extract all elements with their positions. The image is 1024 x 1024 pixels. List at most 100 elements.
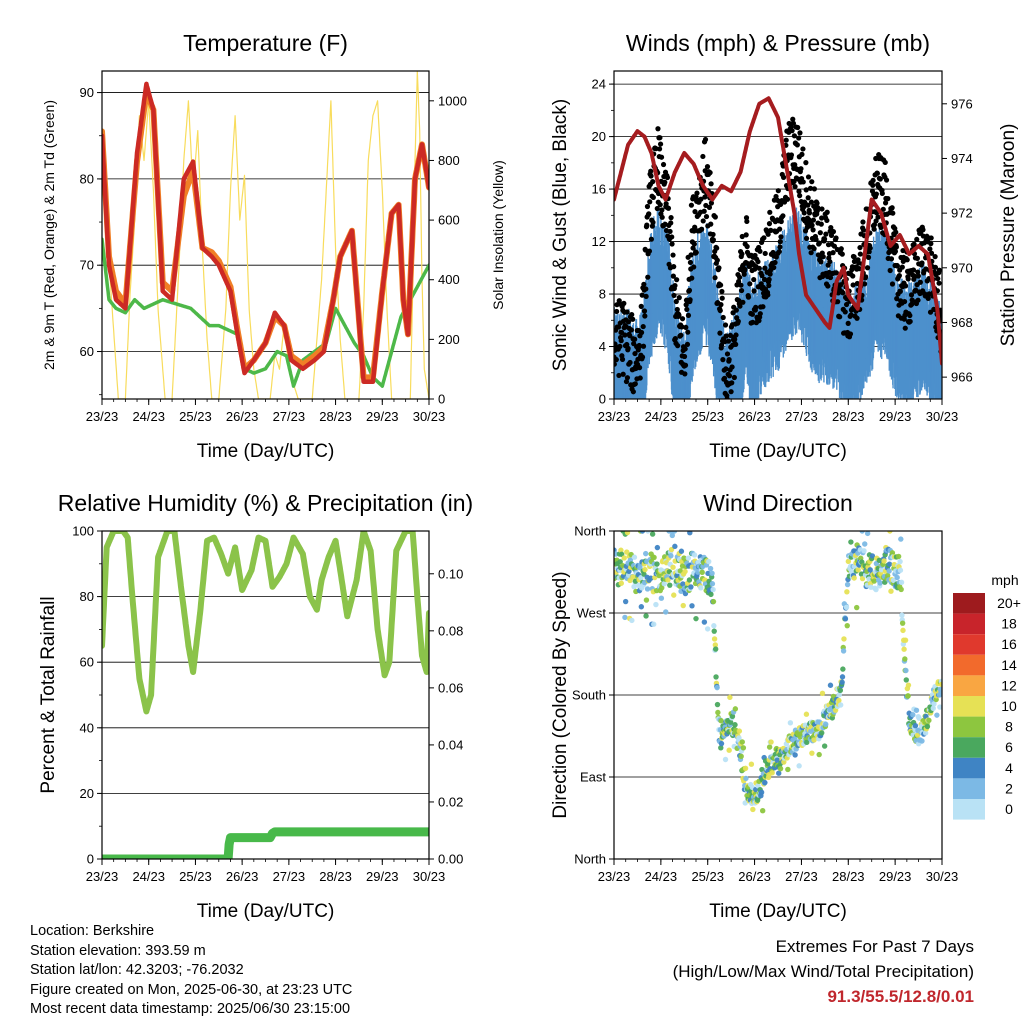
gust-point xyxy=(623,378,630,385)
x-tick-label: 23/23 xyxy=(86,869,119,884)
y2-tick-label: 974 xyxy=(951,151,973,166)
y2-tick-label: 0.06 xyxy=(438,680,463,695)
gust-point xyxy=(778,234,784,240)
x-tick-label: 23/23 xyxy=(86,409,119,424)
y2-tick-label: 968 xyxy=(951,315,973,330)
gust-point xyxy=(820,254,826,260)
gust-point xyxy=(719,295,725,301)
gust-point xyxy=(911,241,917,247)
gust-point xyxy=(747,281,753,287)
gust-point xyxy=(698,196,704,202)
gust-point xyxy=(614,308,620,315)
direction-point xyxy=(890,577,897,583)
station-info: Location: Berkshire Station elevation: 3… xyxy=(30,922,352,1020)
x-tick-label: 28/23 xyxy=(319,869,352,884)
plot-frame xyxy=(101,70,430,400)
gust-point xyxy=(819,206,825,212)
gust-point xyxy=(811,246,817,252)
gust-point xyxy=(718,302,724,308)
gust-point xyxy=(676,295,682,301)
gust-point xyxy=(645,274,651,280)
direction-point xyxy=(841,636,847,642)
direction-point xyxy=(686,577,693,583)
gust-point xyxy=(682,371,688,377)
direction-point xyxy=(671,592,677,598)
direction-point xyxy=(658,595,665,601)
gust-point xyxy=(745,294,752,300)
gust-point xyxy=(851,254,857,260)
y-tick-label: 70 xyxy=(80,258,94,273)
direction-point xyxy=(796,763,802,769)
gust-point xyxy=(710,237,716,243)
x-tick-label: 27/23 xyxy=(785,869,818,884)
direction-point xyxy=(670,564,676,570)
direction-point xyxy=(743,775,749,782)
gust-point xyxy=(803,160,809,166)
gust-point xyxy=(641,281,647,287)
gust-point xyxy=(735,318,741,324)
gust-point xyxy=(630,389,636,395)
gust-point xyxy=(674,306,680,313)
gust-point xyxy=(808,199,815,205)
direction-point xyxy=(871,578,877,584)
gust-point xyxy=(756,265,762,271)
series-humidity xyxy=(102,531,429,715)
gust-point xyxy=(857,244,863,251)
gust-point xyxy=(835,299,841,305)
gust-point xyxy=(784,196,791,202)
gust-point xyxy=(710,231,716,238)
direction-point xyxy=(816,751,822,758)
y-tick-label: North xyxy=(574,852,606,867)
direction-point xyxy=(759,766,765,773)
panel-title: Winds (mph) & Pressure (mb) xyxy=(626,30,930,56)
gust-point xyxy=(809,179,815,185)
legend-label: 18 xyxy=(1001,616,1017,632)
gust-point xyxy=(810,227,816,233)
gust-point xyxy=(818,259,824,265)
gust-point xyxy=(714,257,720,263)
plot-frame xyxy=(613,70,943,400)
y-tick-label: 60 xyxy=(80,344,94,359)
x-tick-label: 25/23 xyxy=(179,409,212,424)
gust-point xyxy=(733,332,739,338)
gust-point xyxy=(641,308,648,314)
gust-point xyxy=(642,247,649,253)
gust-point xyxy=(740,299,746,305)
x-tick-label: 27/23 xyxy=(273,409,306,424)
y-tick-label: East xyxy=(580,770,606,785)
gust-point xyxy=(772,259,778,266)
x-tick-label: 26/23 xyxy=(738,409,771,424)
direction-point xyxy=(837,702,844,708)
direction-point xyxy=(827,682,834,688)
direction-point xyxy=(844,622,850,629)
direction-point xyxy=(776,770,782,776)
gust-point xyxy=(639,354,646,360)
gust-point xyxy=(882,159,888,166)
gust-point xyxy=(871,226,877,232)
gust-point xyxy=(662,179,668,185)
gust-point xyxy=(850,282,856,288)
gust-point xyxy=(873,191,880,197)
gust-point xyxy=(894,296,900,302)
direction-point xyxy=(759,807,766,814)
gust-point xyxy=(742,266,748,273)
gust-point xyxy=(778,218,784,225)
gust-point xyxy=(874,170,880,176)
gust-point xyxy=(899,264,905,270)
gust-point xyxy=(821,236,828,242)
gust-point xyxy=(887,267,893,274)
direction-point xyxy=(680,602,686,609)
gust-point xyxy=(669,241,675,247)
direction-point xyxy=(898,536,904,542)
gust-point xyxy=(684,341,691,348)
y-tick-label: 20 xyxy=(592,129,606,144)
gust-point xyxy=(831,243,838,249)
direction-point xyxy=(881,558,887,564)
gust-point xyxy=(842,309,848,315)
x-tick-label: 28/23 xyxy=(832,869,865,884)
direction-point xyxy=(811,737,817,743)
location-text: Location: Berkshire xyxy=(30,923,155,939)
x-tick-label: 27/23 xyxy=(785,409,818,424)
gust-point xyxy=(762,265,768,271)
gust-point xyxy=(643,286,649,292)
